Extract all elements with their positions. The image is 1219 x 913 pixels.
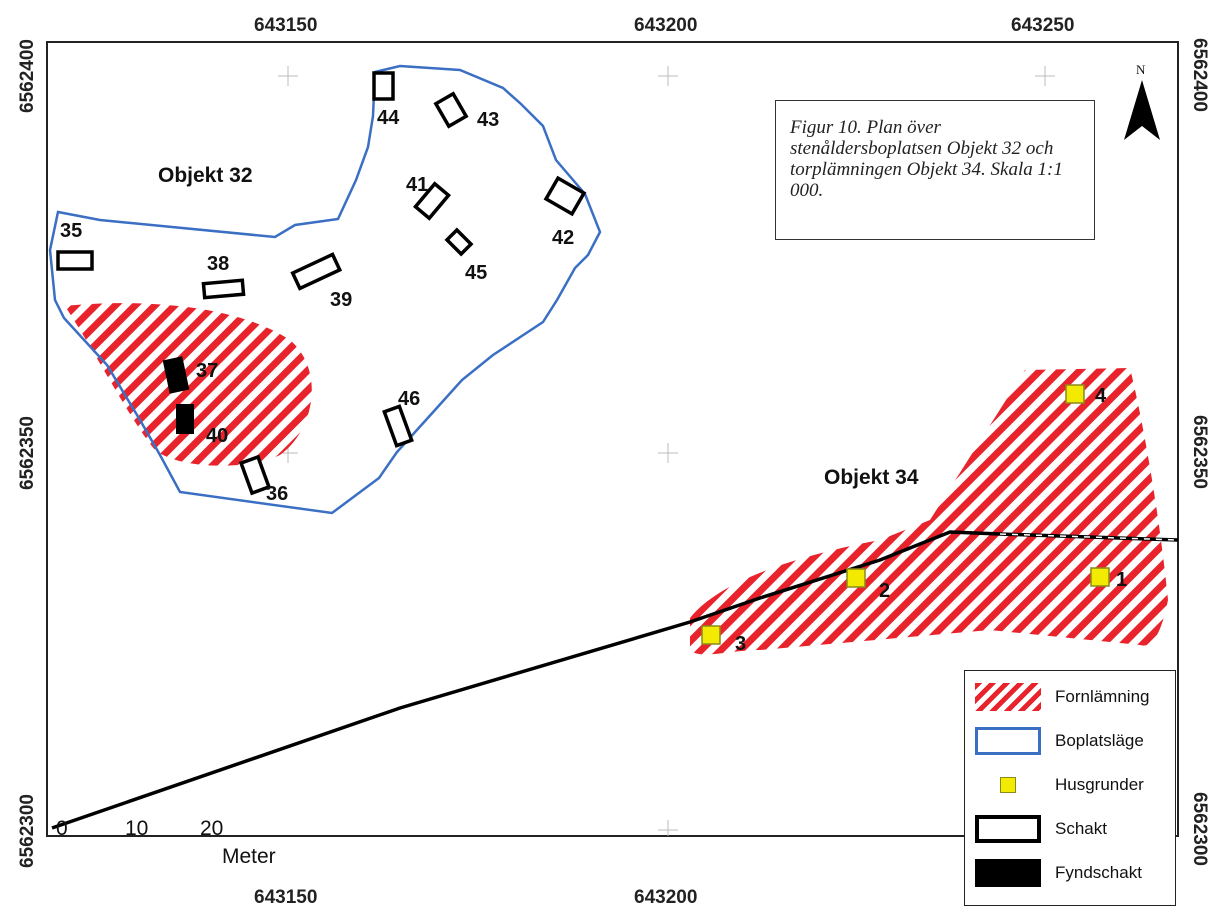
legend-label: Fyndschakt [1055,863,1142,882]
scalebar-tick-20: 20 [200,817,224,840]
trenches [56,71,587,496]
trench-label-44: 44 [377,107,400,129]
coord-x-top-2: 643200 [634,15,697,36]
coord-y-right-1: 6562400 [1189,38,1210,112]
trench-39 [290,252,343,291]
find-trenches [162,356,194,434]
trench-label-38: 38 [207,253,229,275]
trench-45 [444,227,474,257]
trench-40 [176,404,194,434]
trench-label-46: 46 [398,388,420,410]
figure-caption: Figur 10. Plan över stenåldersboplatsen … [775,100,1095,240]
scale-bar [62,849,214,864]
road-line-dashed [999,533,1178,541]
house-label-2: 2 [879,580,890,602]
trench-43 [433,91,469,129]
object-label-32: Objekt 32 [158,164,253,187]
trench-label-36: 36 [266,483,288,505]
house-1 [1090,567,1110,587]
legend-label: Schakt [1055,819,1107,838]
legend-label: Fornlämning [1055,687,1150,706]
coord-x-top-3: 643250 [1011,15,1074,36]
yellow-square-swatch-icon [1000,777,1016,793]
house-foundations [701,384,1110,645]
coord-y-left-2: 6562350 [17,416,38,490]
coord-y-left-1: 6562400 [17,39,38,113]
trench-label-42: 42 [552,227,574,249]
scalebar-tick-0: 0 [56,817,68,840]
legend-row-schakt: Schakt [965,811,1175,847]
legend-row-boplatslage: Boplatsläge [965,723,1175,759]
coord-y-right-3: 6562300 [1189,792,1210,866]
trench-38 [201,278,246,300]
legend-row-fyndschakt: Fyndschakt [965,855,1175,891]
coord-x-top-1: 643150 [254,15,317,36]
trench-label-41: 41 [406,174,428,196]
house-label-3: 3 [735,633,746,655]
legend-label: Boplatsläge [1055,731,1144,750]
trench-41 [412,181,452,221]
house-label-1: 1 [1116,569,1127,591]
legend-row-husgrunder: Husgrunder [965,767,1175,803]
coord-x-bottom-2: 643200 [634,887,697,908]
trench-35 [56,250,94,271]
trench-label-43: 43 [477,109,499,131]
fornlamning-area-32 [65,303,312,466]
house-4 [1065,384,1085,404]
north-label: N [1136,62,1146,77]
trench-36 [238,454,272,496]
trench-42 [543,175,587,217]
black-fill-swatch-icon [975,859,1041,887]
legend: Fornlämning Boplatsläge Husgrunder Schak… [964,670,1176,906]
house-label-4: 4 [1095,385,1107,407]
trench-37 [162,356,190,394]
blue-outline-swatch-icon [975,727,1041,755]
house-3 [701,625,721,645]
trench-label-35: 35 [60,220,82,242]
legend-label: Husgrunder [1055,775,1144,794]
trench-label-40: 40 [206,425,228,447]
legend-row-fornlamning: Fornlämning [965,679,1175,715]
north-arrow-icon [1124,80,1160,140]
road-line [51,530,1178,830]
trench-label-39: 39 [330,289,352,311]
object-label-34: Objekt 34 [824,466,919,489]
trench-label-45: 45 [465,262,487,284]
boplatslage-boundary [48,64,602,515]
coord-x-bottom-1: 643150 [254,887,317,908]
coord-y-left-3: 6562300 [17,794,38,868]
trench-46 [382,404,414,448]
hatch-swatch-icon [975,683,1041,711]
trench-label-37: 37 [196,360,218,382]
black-outline-swatch-icon [975,815,1041,843]
trench-44 [372,71,395,101]
scalebar-unit: Meter [222,845,276,868]
house-2 [846,568,866,588]
coord-y-right-2: 6562350 [1189,415,1210,489]
scalebar-tick-10: 10 [125,817,149,840]
grid-crosses [278,66,1055,836]
